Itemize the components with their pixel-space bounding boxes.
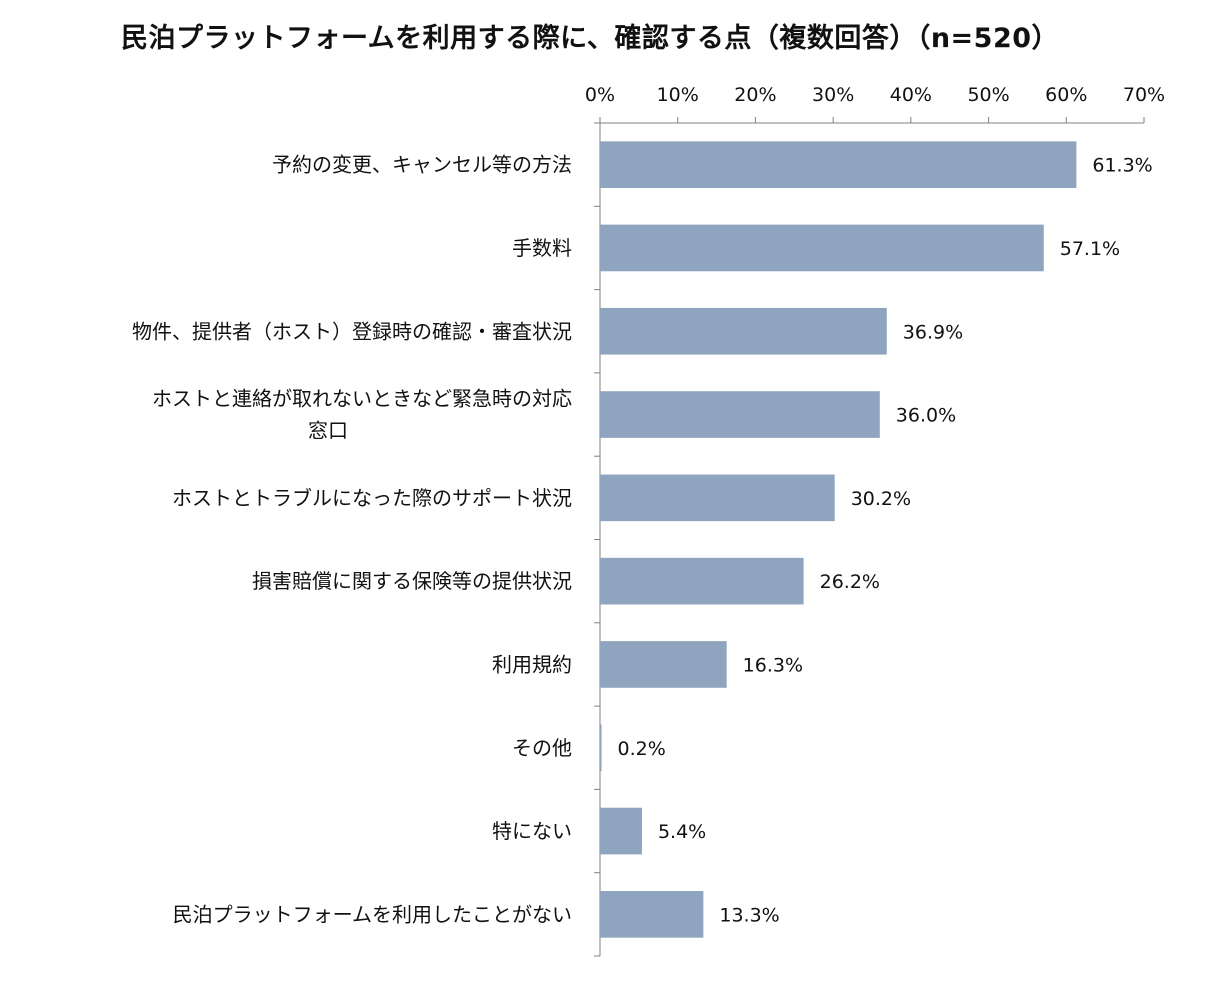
x-tick-label: 40%: [890, 84, 932, 106]
x-tick-label: 30%: [812, 84, 854, 106]
data-label: 36.0%: [896, 405, 956, 427]
category-label: 特にない: [492, 819, 572, 843]
bar: [600, 224, 1044, 272]
x-tick-label: 60%: [1045, 84, 1087, 106]
x-tick-label: 50%: [967, 84, 1009, 106]
data-label: 61.3%: [1092, 155, 1152, 177]
bar: [600, 391, 880, 438]
category-label: ホストとトラブルになった際のサポート状況: [172, 486, 572, 510]
category-label: 民泊プラットフォームを利用したことがない: [173, 902, 572, 926]
bar: [600, 307, 887, 355]
category-label: 窓口: [308, 419, 348, 443]
category-label: 予約の変更、キャンセル等の方法: [272, 153, 572, 177]
x-tick-label: 70%: [1123, 84, 1165, 106]
data-label: 16.3%: [743, 654, 803, 676]
bar: [600, 724, 602, 772]
category-label: 損害賠償に関する保険等の提供状況: [252, 569, 572, 593]
data-label: 5.4%: [658, 821, 706, 843]
data-label: 30.2%: [851, 488, 911, 510]
bar: [600, 141, 1077, 188]
data-label: 36.9%: [903, 321, 963, 343]
category-label: 利用規約: [492, 652, 572, 676]
category-label: その他: [512, 736, 572, 760]
data-label: 0.2%: [618, 738, 666, 760]
bar: [600, 807, 642, 855]
bar: [600, 891, 704, 938]
chart-title: 民泊プラットフォームを利用する際に、確認する点（複数回答）（n=520）: [120, 23, 1060, 54]
x-tick-label: 20%: [734, 84, 776, 106]
bar: [600, 641, 727, 688]
x-tick-label: 0%: [585, 84, 615, 106]
category-label: 手数料: [512, 236, 572, 260]
category-label: ホストと連絡が取れないときなど緊急時の対応: [152, 387, 572, 411]
bar: [600, 474, 835, 522]
bar: [600, 557, 804, 605]
category-label: 物件、提供者（ホスト）登録時の確認・審査状況: [132, 319, 572, 343]
data-label: 26.2%: [820, 571, 880, 593]
data-label: 57.1%: [1060, 238, 1120, 260]
x-tick-label: 10%: [657, 84, 699, 106]
data-label: 13.3%: [719, 904, 779, 926]
